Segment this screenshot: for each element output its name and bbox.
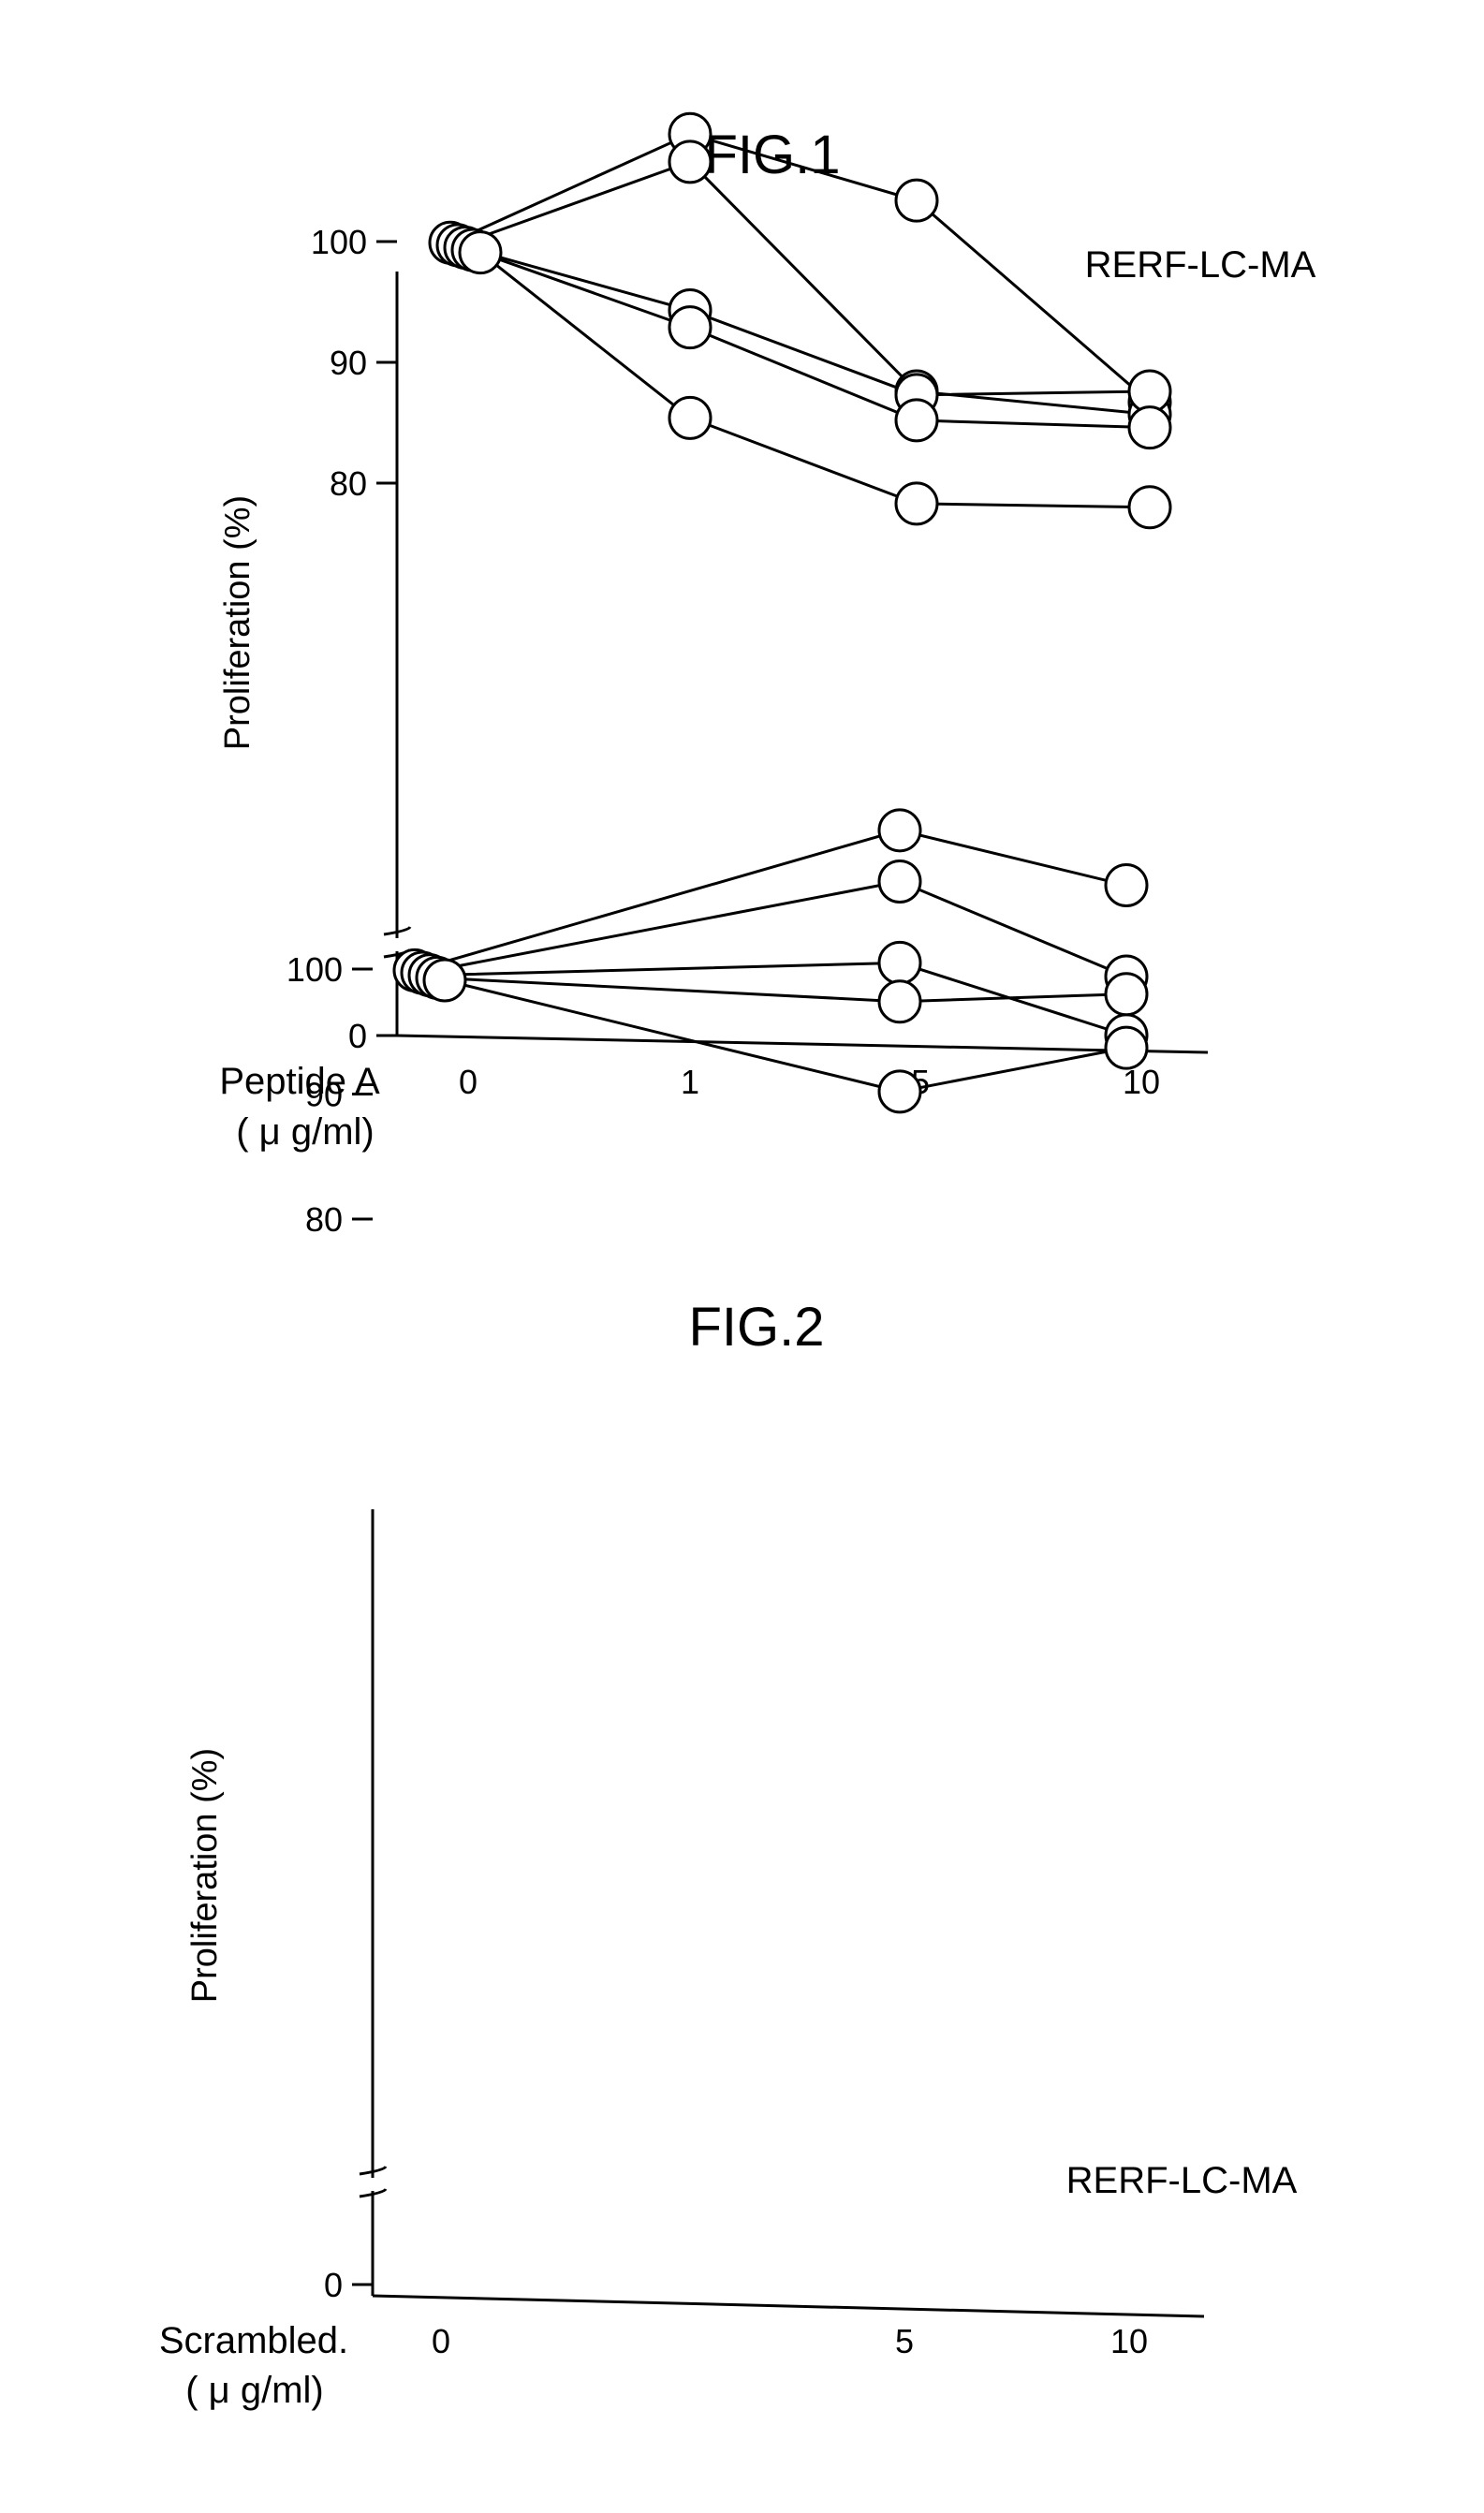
figure-1-data-point-s4-10 (1129, 407, 1170, 448)
figure-2-y-tick-label-90: 90 (305, 1076, 343, 1114)
figure-2-chart: FIG.2 RERF-LC-MA Proliferation (%) 0 80 90… (159, 810, 1298, 2411)
figure-2-data-point-s4-10 (1106, 974, 1147, 1015)
figure-2-y-axis-label: Proliferation (%) (185, 1748, 225, 2003)
figure-2-y-tick-label-100: 100 (287, 950, 343, 989)
figure-1-data-point-s5-10 (1129, 487, 1170, 528)
figure-2-data-point-s5-5 (879, 1071, 920, 1112)
figure-2-data-point-s2-5 (879, 861, 920, 903)
figure-1-y-tick-label-100: 100 (311, 223, 367, 261)
figure-2-x-axis (373, 2296, 1204, 2316)
figure-1-data-point-s4-5 (896, 400, 937, 441)
figure-1-y-tick-label-0: 0 (348, 1017, 367, 1055)
figure-1-y-axis-label: Proliferation (%) (218, 495, 257, 750)
figure-2-series-line-4 (437, 977, 1126, 1001)
figure-2-series-line-1 (415, 830, 1126, 971)
figure-2-x-tick-label-10: 10 (1110, 2322, 1148, 2360)
figure-2-series-line-3 (430, 963, 1126, 1035)
figure-1-data-point-s5-1 (669, 397, 711, 438)
figure-2-x-axis-label: Scrambled. (159, 2320, 348, 2361)
figure-1-x-axis-label: Peptide A (219, 1061, 380, 1102)
figure-1-chart: FIG.1 RERF-LC-MA Proliferation (%) 0 80 90… (218, 113, 1316, 1153)
figure-2-x-tick-label-0: 0 (432, 2322, 450, 2360)
figure-2-data-point-s5-10 (1106, 1027, 1147, 1068)
figure-2-x-tick-label-5: 5 (895, 2322, 914, 2360)
figure-2-data-point-s1-10 (1106, 865, 1147, 906)
figure-2-data-point-s1-5 (879, 810, 920, 851)
figure-2-y-tick-label-80: 80 (305, 1200, 343, 1239)
figure-2-annotation: RERF-LC-MA (1066, 2160, 1298, 2201)
figure-1-series-line-2 (458, 162, 1150, 415)
figure-2-label: FIG.2 (688, 1297, 824, 1358)
figure-2-data-point-s5-0 (424, 960, 465, 1001)
figure-1-data-point-s2-1 (669, 141, 711, 183)
figure-1-y-tick-label-80: 80 (330, 464, 367, 503)
figure-1-y-tick-label-90: 90 (330, 344, 367, 382)
figure-1-x-tick-label-1: 1 (681, 1063, 699, 1101)
figure-1-data-point-s1-5 (896, 180, 937, 221)
figure-2-data-point-s4-5 (879, 981, 920, 1022)
figure-1-data-point-s5-0 (460, 232, 501, 273)
figure-2-x-axis-unit: ( μ g/ml) (185, 2370, 323, 2411)
figure-1-annotation: RERF-LC-MA (1085, 244, 1316, 286)
figure-1-data-point-s5-5 (896, 483, 937, 524)
figure-1-x-axis-unit: ( μ g/ml) (236, 1111, 374, 1153)
figure-1-x-axis (397, 1036, 1208, 1052)
figure-1-x-tick-label-0: 0 (459, 1063, 478, 1101)
figure-1-label: FIG.1 (704, 125, 840, 185)
figure-2-series-line-2 (422, 882, 1126, 977)
figure-1-data-point-s4-1 (669, 307, 711, 348)
figure-2-data-point-s3-5 (879, 942, 920, 983)
figure-2-y-tick-label-0: 0 (324, 2266, 343, 2304)
